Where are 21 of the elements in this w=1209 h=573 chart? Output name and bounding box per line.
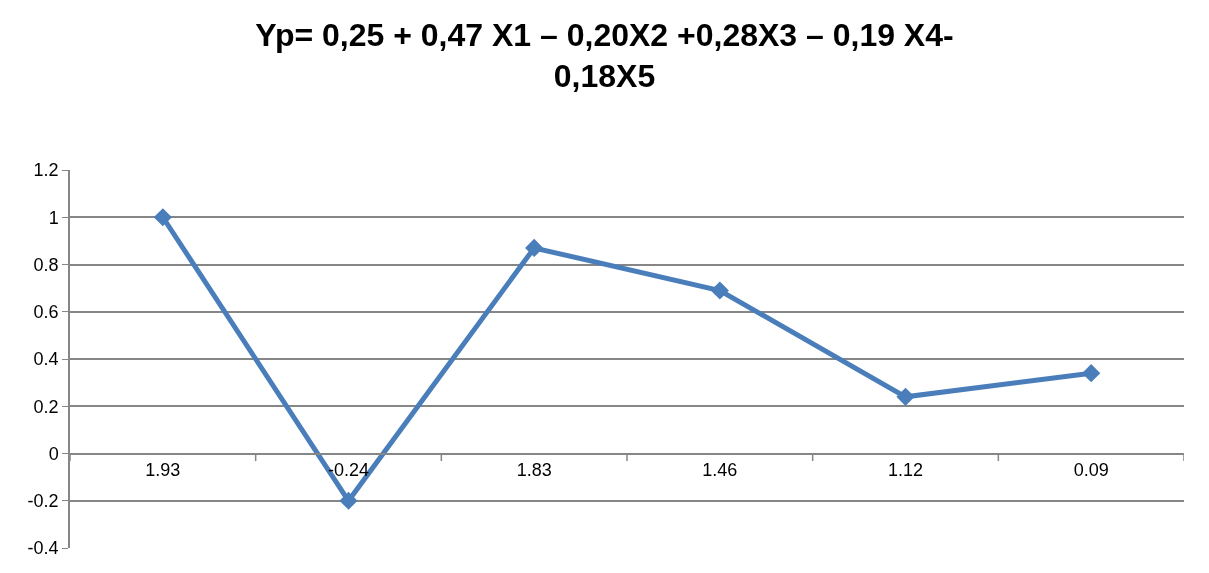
x-tick-label: 1.12 <box>887 459 924 480</box>
y-tick-label: 0 <box>48 443 59 464</box>
y-tick-label: 0.4 <box>33 349 59 370</box>
y-tick-label: 0.6 <box>33 302 59 323</box>
chart-title: Yp= 0,25 + 0,47 X1 – 0,20X2 +0,28X3 – 0,19 X4- 0,18X5 <box>255 16 954 95</box>
x-tick-label: 1.93 <box>145 459 181 480</box>
point <box>525 238 544 258</box>
y-tick-label: 1 <box>48 207 59 228</box>
y-tick-label: -0.4 <box>27 538 59 559</box>
point <box>339 491 358 510</box>
x-tick-label: 0.09 <box>1073 459 1109 480</box>
y-tick-label: -0.2 <box>27 491 59 512</box>
y-tick-label: 0.8 <box>33 254 59 275</box>
y-tick-label: 0.2 <box>33 396 59 417</box>
point <box>153 208 172 227</box>
x-tick-label: 1.46 <box>702 459 738 480</box>
point <box>896 387 915 406</box>
y-tick-label: 1.2 <box>33 160 59 181</box>
point <box>710 281 729 300</box>
x-tick-label: 1.83 <box>516 459 552 480</box>
point <box>1082 364 1101 383</box>
